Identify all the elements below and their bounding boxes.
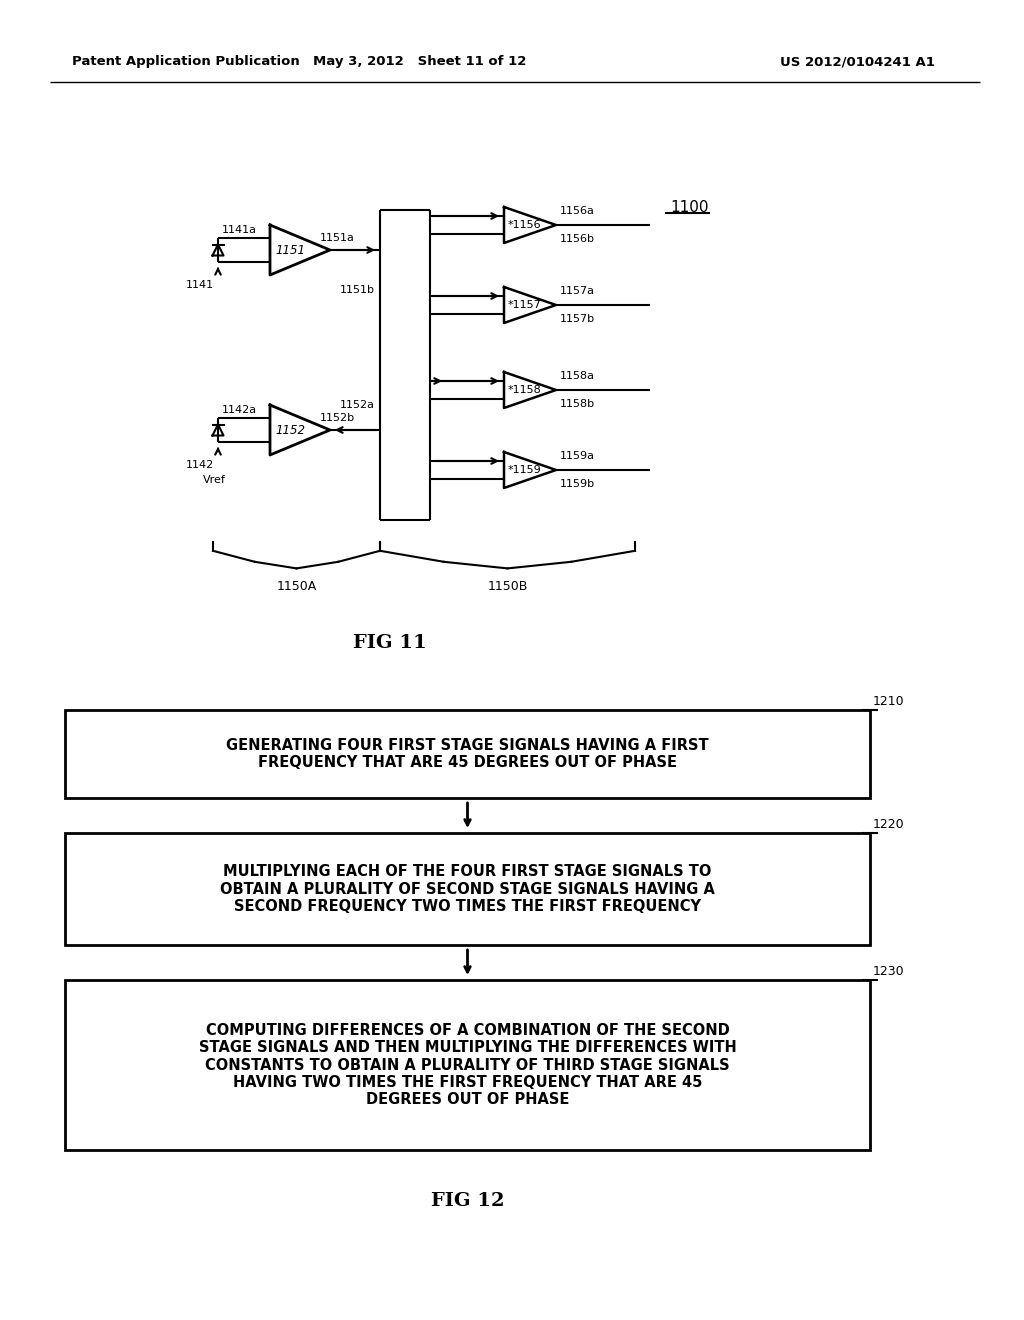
Text: 1151a: 1151a [319, 234, 355, 243]
Text: 1141: 1141 [186, 280, 214, 290]
FancyBboxPatch shape [65, 710, 870, 799]
Text: 1151b: 1151b [340, 285, 375, 294]
Text: 1158a: 1158a [560, 371, 595, 381]
Text: 1150A: 1150A [276, 581, 316, 594]
Text: 1151: 1151 [275, 243, 305, 256]
Text: 1220: 1220 [873, 818, 904, 832]
Text: *1159: *1159 [508, 465, 542, 475]
Text: US 2012/0104241 A1: US 2012/0104241 A1 [780, 55, 935, 69]
Text: 1150B: 1150B [487, 581, 527, 594]
Text: 1157b: 1157b [560, 314, 595, 323]
Text: 1157a: 1157a [560, 286, 595, 296]
Text: *1158: *1158 [508, 385, 542, 395]
Text: MULTIPLYING EACH OF THE FOUR FIRST STAGE SIGNALS TO
OBTAIN A PLURALITY OF SECOND: MULTIPLYING EACH OF THE FOUR FIRST STAGE… [220, 865, 715, 913]
Text: 1159b: 1159b [560, 479, 595, 488]
Text: 1142: 1142 [185, 459, 214, 470]
Text: 1152: 1152 [275, 424, 305, 437]
Text: 1159a: 1159a [560, 451, 595, 461]
Text: 1100: 1100 [670, 199, 709, 214]
Text: 1141a: 1141a [222, 224, 257, 235]
Text: 1152a: 1152a [340, 400, 375, 411]
Text: COMPUTING DIFFERENCES OF A COMBINATION OF THE SECOND
STAGE SIGNALS AND THEN MULT: COMPUTING DIFFERENCES OF A COMBINATION O… [199, 1023, 736, 1107]
Text: 1152b: 1152b [319, 413, 355, 422]
Text: FIG 12: FIG 12 [431, 1192, 504, 1210]
Text: 1156b: 1156b [560, 234, 595, 244]
Text: 1158b: 1158b [560, 399, 595, 409]
Text: 1230: 1230 [873, 965, 904, 978]
Text: May 3, 2012   Sheet 11 of 12: May 3, 2012 Sheet 11 of 12 [313, 55, 526, 69]
FancyBboxPatch shape [65, 833, 870, 945]
Text: Patent Application Publication: Patent Application Publication [72, 55, 300, 69]
Text: FIG 11: FIG 11 [353, 634, 427, 652]
Text: *1156: *1156 [508, 220, 542, 230]
Text: Vref: Vref [203, 475, 225, 484]
Text: 1156a: 1156a [560, 206, 595, 216]
Text: *1157: *1157 [508, 300, 542, 310]
FancyBboxPatch shape [65, 979, 870, 1150]
Text: 1142a: 1142a [222, 405, 257, 414]
Text: 1210: 1210 [873, 696, 904, 708]
Text: GENERATING FOUR FIRST STAGE SIGNALS HAVING A FIRST
FREQUENCY THAT ARE 45 DEGREES: GENERATING FOUR FIRST STAGE SIGNALS HAVI… [226, 738, 709, 770]
